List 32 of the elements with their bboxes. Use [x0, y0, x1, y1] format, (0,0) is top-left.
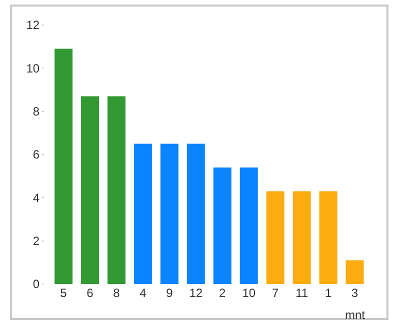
x-tick-label: 2	[219, 286, 226, 300]
bar	[346, 260, 364, 284]
x-tick-label: 12	[189, 286, 203, 300]
bar	[266, 191, 284, 284]
y-tick-label: 10	[26, 61, 40, 76]
x-tick-label: 1	[324, 286, 332, 300]
x-tick-label: 5	[60, 286, 68, 300]
x-tick-label: 8	[113, 286, 120, 300]
bar	[213, 167, 232, 284]
y-tick-label: 12	[26, 18, 40, 32]
bar	[186, 144, 205, 284]
y-tick-label: 0	[32, 277, 40, 292]
bar	[134, 144, 152, 284]
y-tick-label: 4	[32, 190, 40, 205]
x-tick-label: 9	[166, 286, 174, 300]
y-tick-label: 8	[32, 104, 40, 119]
x-tick-label: 3	[351, 286, 358, 300]
x-axis-title: mnt	[345, 308, 366, 322]
bar	[292, 191, 311, 284]
x-tick-label: 6	[86, 286, 94, 300]
bar	[81, 96, 100, 284]
x-tick-label: 7	[272, 286, 279, 300]
y-tick-label: 2	[32, 234, 40, 248]
x-tick-label: 11	[296, 286, 308, 300]
bar	[54, 48, 73, 284]
y-tick-label: 6	[32, 148, 40, 162]
bar	[107, 96, 126, 284]
x-tick-label: 10	[242, 286, 256, 300]
x-tick-label: 4	[140, 286, 147, 300]
bar	[160, 144, 178, 284]
bar	[240, 167, 258, 284]
bar	[319, 191, 338, 284]
